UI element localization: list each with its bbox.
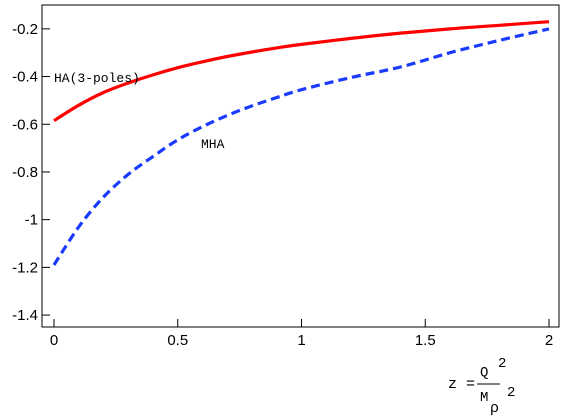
y-tick-label: -1.2 bbox=[12, 259, 38, 276]
x-tick-label: 1 bbox=[297, 332, 305, 349]
x-axis: 0 0.5 1 1.5 2 bbox=[50, 319, 553, 349]
xlabel-lhs: z = bbox=[448, 376, 475, 393]
plot-frame bbox=[41, 4, 560, 328]
x-tick-label: 0.5 bbox=[167, 332, 188, 349]
y-tick-label: -0.4 bbox=[12, 69, 38, 86]
x-axis-label: z = Q 2 M ρ 2 bbox=[448, 356, 515, 417]
xlabel-denominator-sub: ρ bbox=[490, 400, 499, 417]
x-tick-label: 1.5 bbox=[415, 332, 436, 349]
series-line-mha bbox=[52, 27, 550, 266]
x-tick-label: 0 bbox=[50, 332, 58, 349]
xlabel-denominator: M bbox=[480, 390, 488, 406]
series-label-ha-3-poles: HA(3-poles) bbox=[54, 71, 140, 86]
series-line-ha-3-poles bbox=[53, 20, 550, 123]
y-tick-label: -1.4 bbox=[12, 307, 38, 324]
xlabel-denominator-exp: 2 bbox=[507, 385, 515, 401]
y-tick-label: -0.6 bbox=[12, 116, 38, 133]
y-tick-label: -1 bbox=[25, 212, 38, 229]
x-tick-label: 2 bbox=[545, 332, 553, 349]
xlabel-numerator-exp: 2 bbox=[498, 356, 506, 372]
xlabel-numerator: Q bbox=[480, 365, 488, 381]
y-tick-label: -0.8 bbox=[12, 164, 38, 181]
series-label-mha: MHA bbox=[201, 137, 225, 152]
y-axis: -0.2 -0.4 -0.6 -0.8 -1 -1.2 -1.4 bbox=[12, 21, 50, 324]
y-tick-label: -0.2 bbox=[12, 21, 38, 38]
series-layer bbox=[52, 20, 550, 266]
